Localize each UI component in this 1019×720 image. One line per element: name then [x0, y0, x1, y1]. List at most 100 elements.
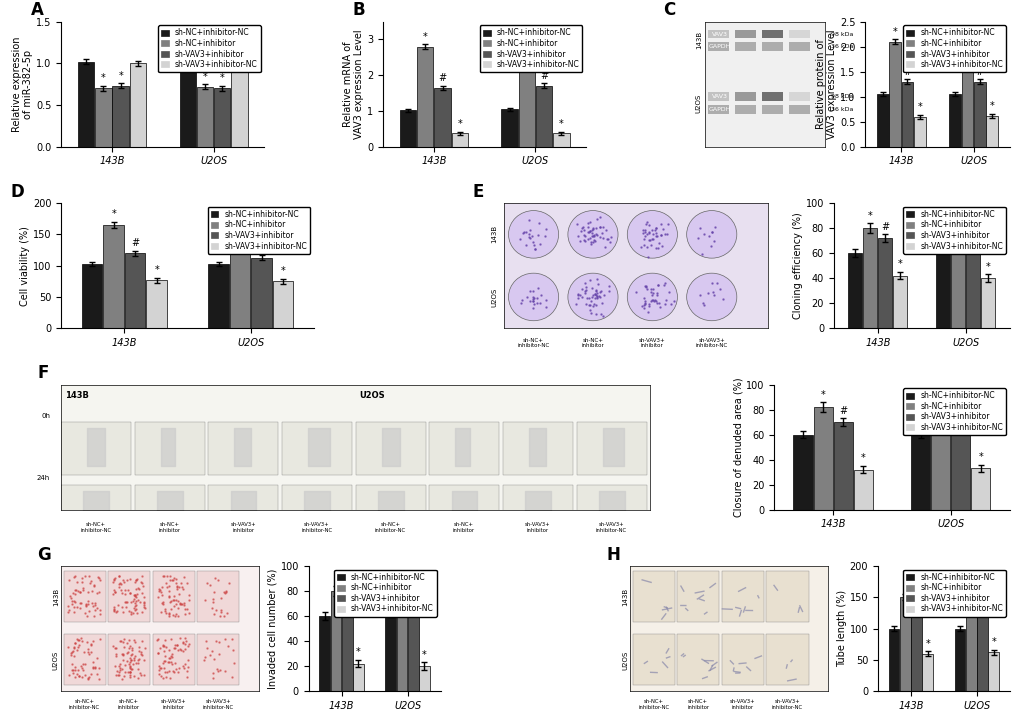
Bar: [153, 571, 195, 622]
Text: #: #: [968, 225, 976, 235]
Bar: [761, 105, 783, 114]
Text: *: *: [924, 639, 929, 649]
Bar: [208, 485, 278, 538]
Bar: [356, 422, 425, 475]
Bar: [82, 264, 102, 328]
Legend: sh-NC+inhibitor-NC, sh-NC+inhibitor, sh-VAV3+inhibitor, sh-VAV3+inhibitor-NC: sh-NC+inhibitor-NC, sh-NC+inhibitor, sh-…: [334, 570, 436, 616]
Bar: [735, 105, 755, 114]
Text: #: #: [880, 222, 889, 232]
Text: #: #: [956, 408, 964, 418]
Bar: [910, 610, 921, 691]
Text: *: *: [111, 210, 116, 220]
Text: sh-NC+
inhibitor: sh-NC+ inhibitor: [452, 522, 475, 533]
Y-axis label: Relative expression
of miR-382-5p: Relative expression of miR-382-5p: [11, 37, 34, 132]
Bar: [231, 60, 248, 147]
Bar: [765, 634, 808, 685]
Circle shape: [568, 210, 618, 258]
Bar: [987, 652, 998, 691]
Bar: [889, 42, 900, 147]
Text: *: *: [457, 120, 462, 129]
Bar: [552, 133, 569, 147]
Text: 143B: 143B: [491, 225, 497, 243]
Text: *: *: [964, 29, 969, 39]
Bar: [893, 276, 907, 328]
Text: 98 kDa: 98 kDa: [830, 94, 853, 99]
Text: sh-NC+
inhibitor: sh-NC+ inhibitor: [158, 522, 180, 533]
Text: sh-NC+
inhibitor: sh-NC+ inhibitor: [581, 338, 603, 348]
Text: E: E: [472, 183, 483, 201]
Text: *: *: [977, 452, 982, 462]
Circle shape: [508, 273, 558, 320]
Text: sh-NC+
inhibitor: sh-NC+ inhibitor: [118, 698, 140, 709]
Bar: [970, 469, 989, 510]
Bar: [735, 30, 755, 38]
Text: *: *: [916, 102, 921, 112]
Text: #: #: [977, 595, 985, 606]
Bar: [862, 228, 876, 328]
Bar: [735, 42, 755, 51]
Circle shape: [627, 273, 677, 320]
Bar: [707, 42, 729, 51]
Bar: [888, 629, 899, 691]
Bar: [876, 94, 888, 147]
Text: *: *: [897, 259, 902, 269]
Bar: [63, 571, 106, 622]
Text: *: *: [220, 73, 224, 84]
Text: sh-VAV3+
inhibitor-NC: sh-VAV3+ inhibitor-NC: [301, 522, 332, 533]
Text: *: *: [203, 72, 207, 81]
Bar: [848, 253, 862, 328]
Bar: [789, 42, 809, 51]
Bar: [429, 485, 499, 538]
Bar: [761, 30, 783, 38]
Bar: [330, 591, 341, 691]
Y-axis label: Relative protein of
VAV3 expression Level: Relative protein of VAV3 expression Leve…: [815, 30, 837, 139]
Bar: [385, 613, 395, 691]
Bar: [677, 634, 718, 685]
Bar: [707, 30, 729, 38]
Bar: [417, 47, 433, 147]
Text: sh-VAV3+
inhibitor: sh-VAV3+ inhibitor: [161, 698, 186, 709]
Y-axis label: Cloning efficiency (%): Cloning efficiency (%): [792, 212, 802, 319]
Text: sh-VAV3+
inhibitor-NC: sh-VAV3+ inhibitor-NC: [595, 522, 627, 533]
Bar: [535, 86, 552, 147]
Bar: [949, 94, 960, 147]
Bar: [677, 571, 718, 622]
Bar: [214, 89, 230, 147]
Bar: [103, 225, 123, 328]
Text: *: *: [892, 27, 897, 37]
Legend: sh-NC+inhibitor-NC, sh-NC+inhibitor, sh-VAV3+inhibitor, sh-VAV3+inhibitor-NC: sh-NC+inhibitor-NC, sh-NC+inhibitor, sh-…: [903, 388, 1005, 435]
Text: *: *: [990, 637, 995, 647]
Text: A: A: [31, 1, 44, 19]
Bar: [208, 422, 278, 475]
Bar: [282, 422, 352, 475]
Bar: [899, 598, 910, 691]
Bar: [632, 571, 675, 622]
Bar: [707, 105, 729, 114]
Legend: sh-NC+inhibitor-NC, sh-NC+inhibitor, sh-VAV3+inhibitor, sh-VAV3+inhibitor-NC: sh-NC+inhibitor-NC, sh-NC+inhibitor, sh-…: [903, 207, 1005, 253]
Text: sh-VAV3+
inhibitor-NC: sh-VAV3+ inhibitor-NC: [771, 698, 802, 709]
Bar: [789, 92, 809, 101]
Bar: [813, 407, 832, 510]
Text: #: #: [342, 588, 351, 598]
Y-axis label: Tube length (%): Tube length (%): [836, 590, 846, 667]
Text: 143B: 143B: [53, 588, 59, 606]
Text: #: #: [903, 67, 911, 76]
Bar: [951, 225, 965, 328]
Bar: [789, 105, 809, 114]
Text: *: *: [422, 650, 426, 660]
Bar: [319, 616, 330, 691]
Bar: [935, 249, 950, 328]
Legend: sh-NC+inhibitor-NC, sh-NC+inhibitor, sh-VAV3+inhibitor, sh-VAV3+inhibitor-NC: sh-NC+inhibitor-NC, sh-NC+inhibitor, sh-…: [208, 207, 310, 253]
Bar: [877, 238, 892, 328]
Text: *: *: [937, 392, 943, 402]
Text: #: #: [409, 585, 417, 595]
Text: GAPDH: GAPDH: [708, 107, 731, 112]
Text: *: *: [333, 574, 338, 584]
Text: 98 kDa: 98 kDa: [830, 32, 853, 37]
Bar: [451, 133, 468, 147]
Text: *: *: [154, 265, 159, 275]
Text: #: #: [131, 238, 140, 248]
Text: U2OS: U2OS: [622, 650, 628, 670]
Bar: [973, 81, 984, 147]
Bar: [707, 92, 729, 101]
